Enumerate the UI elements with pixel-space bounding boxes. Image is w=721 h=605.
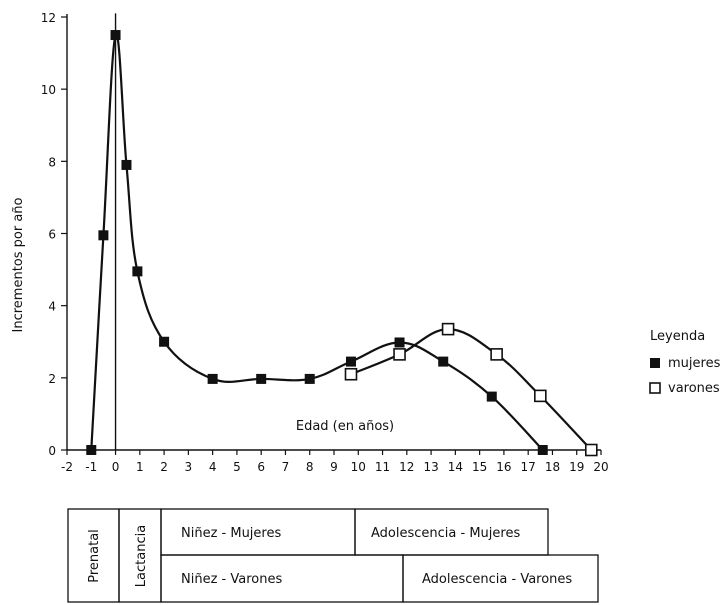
data-point-varones xyxy=(393,348,406,361)
x-tick-label: 6 xyxy=(257,460,265,474)
data-point-mujeres xyxy=(537,445,548,455)
x-tick-label: 13 xyxy=(423,460,438,474)
data-point-mujeres xyxy=(98,230,109,241)
x-tick-label: 1 xyxy=(136,460,144,474)
stage-label-prenatal: Prenatal xyxy=(87,529,102,583)
x-tick-label: 3 xyxy=(185,460,193,474)
x-axis-title: Edad (en años) xyxy=(296,419,394,434)
data-point-mujeres xyxy=(132,266,143,277)
data-point-mujeres xyxy=(207,373,218,384)
data-point-varones xyxy=(534,389,547,403)
y-tick-label: 12 xyxy=(41,11,56,25)
data-point-mujeres xyxy=(256,373,267,384)
x-tick-label: 14 xyxy=(448,460,463,474)
data-point-varones xyxy=(344,367,358,381)
series-line-mujeres xyxy=(90,32,544,451)
y-tick-label: 4 xyxy=(48,300,56,314)
data-point-mujeres xyxy=(304,373,315,384)
x-tick-label: 10 xyxy=(351,460,366,474)
legend-marker-varones xyxy=(649,382,661,394)
legend-label-varones: varones xyxy=(668,381,720,396)
y-tick-label: 10 xyxy=(41,83,56,97)
legend-marker-mujeres xyxy=(650,358,660,368)
y-tick-label: 6 xyxy=(48,228,56,242)
x-tick-label: 7 xyxy=(282,460,290,474)
stage-cell-adolescencia-varones xyxy=(402,554,599,603)
x-tick-label: 17 xyxy=(521,460,536,474)
y-tick-label: 8 xyxy=(48,155,56,169)
stage-label-lactancia: Lactancia xyxy=(134,525,149,587)
data-point-mujeres xyxy=(121,159,132,170)
x-tick-label: 18 xyxy=(545,460,560,474)
data-point-mujeres xyxy=(438,356,449,367)
y-axis-title: Incrementos por año xyxy=(11,197,26,332)
x-tick-label: 4 xyxy=(209,460,217,474)
stages-table xyxy=(67,508,599,603)
data-point-mujeres xyxy=(110,30,121,41)
stage-label-ninez-mujeres: Niñez - Mujeres xyxy=(181,526,281,541)
x-tick-label: 12 xyxy=(399,460,414,474)
x-tick-label: 19 xyxy=(569,460,584,474)
data-point-mujeres xyxy=(394,337,405,348)
x-tick-label: 5 xyxy=(233,460,241,474)
stage-label-adolescencia-varones: Adolescencia - Varones xyxy=(422,572,572,587)
x-tick-label: 16 xyxy=(496,460,511,474)
legend-label-mujeres: mujeres xyxy=(668,356,721,371)
data-point-mujeres xyxy=(159,336,170,347)
x-tick-label: 8 xyxy=(306,460,314,474)
x-tick-label: 15 xyxy=(472,460,487,474)
x-tick-label: -1 xyxy=(85,460,97,474)
y-tick-label: 0 xyxy=(48,444,56,458)
x-tick-label: -2 xyxy=(61,460,73,474)
data-point-mujeres xyxy=(345,356,356,367)
x-tick-label: 9 xyxy=(330,460,338,474)
x-tick-label: 20 xyxy=(593,460,608,474)
data-point-mujeres xyxy=(86,445,97,455)
legend-title: Leyenda xyxy=(650,329,705,344)
data-point-varones xyxy=(490,348,503,361)
axes: -2 -1 0 1 2 3 4 5 6 7 8 9 10 11 12 13 14 15 16 17 18 19 20 024… xyxy=(41,11,609,474)
stage-label-adolescencia-mujeres: Adolescencia - Mujeres xyxy=(371,526,520,541)
x-tick-label: 11 xyxy=(375,460,390,474)
stage-label-ninez-varones: Niñez - Varones xyxy=(181,572,282,587)
x-tick-label: 0 xyxy=(112,460,120,474)
data-point-mujeres xyxy=(486,391,497,402)
legend: Leyenda mujeres varones xyxy=(649,329,721,396)
data-point-varones xyxy=(441,322,455,336)
x-tick-label: 2 xyxy=(160,460,168,474)
series-layer xyxy=(86,30,598,457)
data-point-varones xyxy=(584,443,598,457)
y-tick-label: 2 xyxy=(48,372,56,386)
